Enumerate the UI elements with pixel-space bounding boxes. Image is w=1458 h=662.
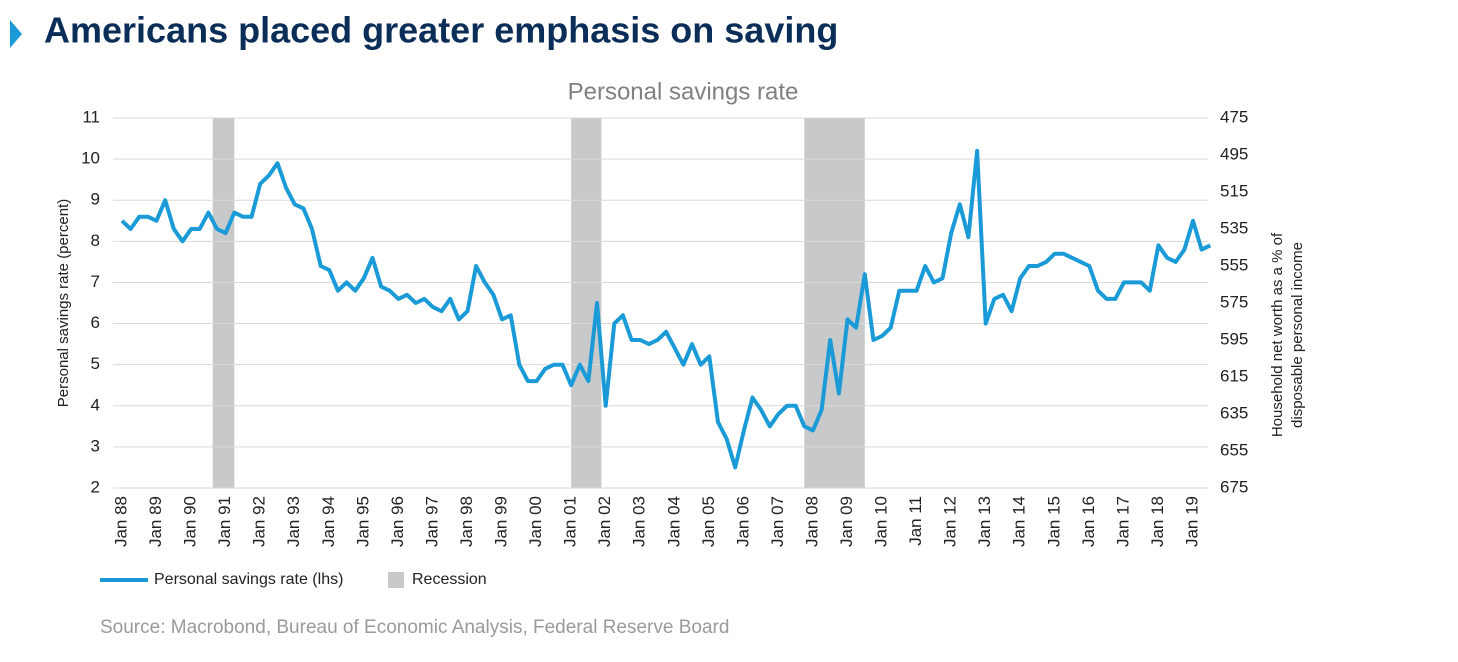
recession-band <box>804 118 865 488</box>
x-tick-label: Jan 02 <box>595 496 614 547</box>
y-tick-label: 7 <box>91 272 100 291</box>
chart-title: Personal savings rate <box>568 78 799 105</box>
y-tick-label: 6 <box>91 313 100 332</box>
y-tick-label: 5 <box>91 354 100 373</box>
x-tick-label: Jan 01 <box>561 496 580 547</box>
x-tick-label: Jan 96 <box>388 496 407 547</box>
x-tick-label: Jan 99 <box>492 496 511 547</box>
y2-tick-label: 515 <box>1220 181 1248 200</box>
x-tick-label: Jan 93 <box>284 496 303 547</box>
x-tick-label: Jan 91 <box>215 496 234 547</box>
x-tick-label: Jan 90 <box>181 496 200 547</box>
x-tick-label: Jan 16 <box>1079 496 1098 547</box>
y2-axis-title: disposable personal income <box>1289 242 1306 428</box>
y2-tick-label: 555 <box>1220 255 1248 274</box>
x-tick-label: Jan 88 <box>111 496 130 547</box>
x-tick-label: Jan 89 <box>146 496 165 547</box>
legend-label: Recession <box>412 571 487 588</box>
legend-label: Personal savings rate (lhs) <box>154 571 343 588</box>
y2-axis-title: Household net worth as a % of <box>1269 232 1286 437</box>
y-tick-label: 8 <box>91 231 100 250</box>
x-tick-label: Jan 97 <box>422 496 441 547</box>
x-tick-label: Jan 98 <box>457 496 476 547</box>
page-title: Americans placed greater emphasis on sav… <box>44 10 838 51</box>
title-marker <box>10 20 22 48</box>
y-tick-label: 2 <box>91 477 100 496</box>
legend-swatch <box>388 572 404 588</box>
y2-tick-label: 595 <box>1220 329 1248 348</box>
x-tick-label: Jan 08 <box>802 496 821 547</box>
x-tick-label: Jan 19 <box>1182 496 1201 547</box>
line <box>120 148 1212 470</box>
source: Source: Macrobond, Bureau of Economic An… <box>100 617 729 638</box>
y-tick-label: 11 <box>82 107 100 126</box>
x-tick-label: Jan 92 <box>250 496 269 547</box>
x-tick-label: Jan 07 <box>768 496 787 547</box>
x-tick-label: Jan 03 <box>630 496 649 547</box>
y2-tick-label: 675 <box>1220 477 1248 496</box>
y-tick-label: 4 <box>91 395 100 414</box>
y2-tick-label: 615 <box>1220 366 1248 385</box>
y-tick-label: 9 <box>91 190 100 209</box>
x-tick-label: Jan 95 <box>353 496 372 547</box>
x-tick-label: Jan 12 <box>941 496 960 547</box>
y-tick-label: 10 <box>81 149 100 168</box>
x-tick-label: Jan 05 <box>699 496 718 547</box>
x-tick-label: Jan 00 <box>526 496 545 547</box>
x-tick-label: Jan 18 <box>1148 496 1167 547</box>
x-tick-label: Jan 15 <box>1044 496 1063 547</box>
y-axis-title: Personal savings rate (percent) <box>55 199 72 407</box>
x-tick-label: Jan 04 <box>664 496 683 547</box>
y2-tick-label: 475 <box>1220 107 1248 126</box>
x-tick-label: Jan 11 <box>906 496 925 546</box>
y2-tick-label: 535 <box>1220 218 1248 237</box>
x-tick-label: Jan 06 <box>733 496 752 547</box>
recession-band <box>212 118 235 488</box>
y-tick-label: 3 <box>91 436 100 455</box>
x-tick-label: Jan 17 <box>1113 496 1132 547</box>
x-tick-label: Jan 09 <box>837 496 856 547</box>
x-tick-label: Jan 14 <box>1010 496 1029 547</box>
y2-tick-label: 495 <box>1220 144 1248 163</box>
y2-tick-label: 575 <box>1220 292 1248 311</box>
x-tick-label: Jan 10 <box>872 496 891 547</box>
x-tick-label: Jan 13 <box>975 496 994 547</box>
x-tick-label: Jan 94 <box>319 496 338 547</box>
y2-tick-label: 655 <box>1220 440 1248 459</box>
y2-tick-label: 635 <box>1220 403 1248 422</box>
